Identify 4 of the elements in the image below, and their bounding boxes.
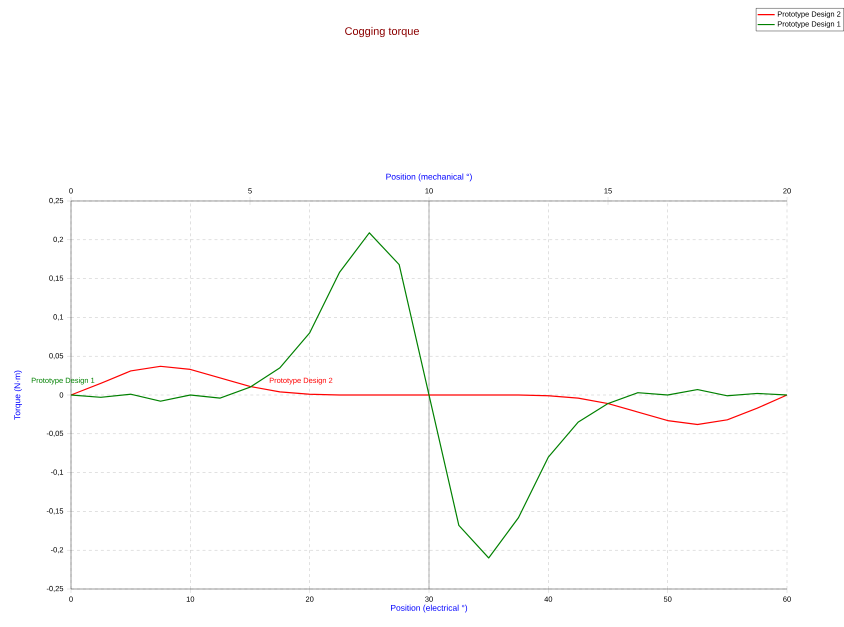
- y-axis-title: Torque (N·m): [14, 370, 22, 420]
- x-axis-title: Position (electrical °): [391, 604, 468, 613]
- x2-axis-title: Position (mechanical °): [386, 173, 472, 182]
- chart-title: Cogging torque: [345, 26, 419, 38]
